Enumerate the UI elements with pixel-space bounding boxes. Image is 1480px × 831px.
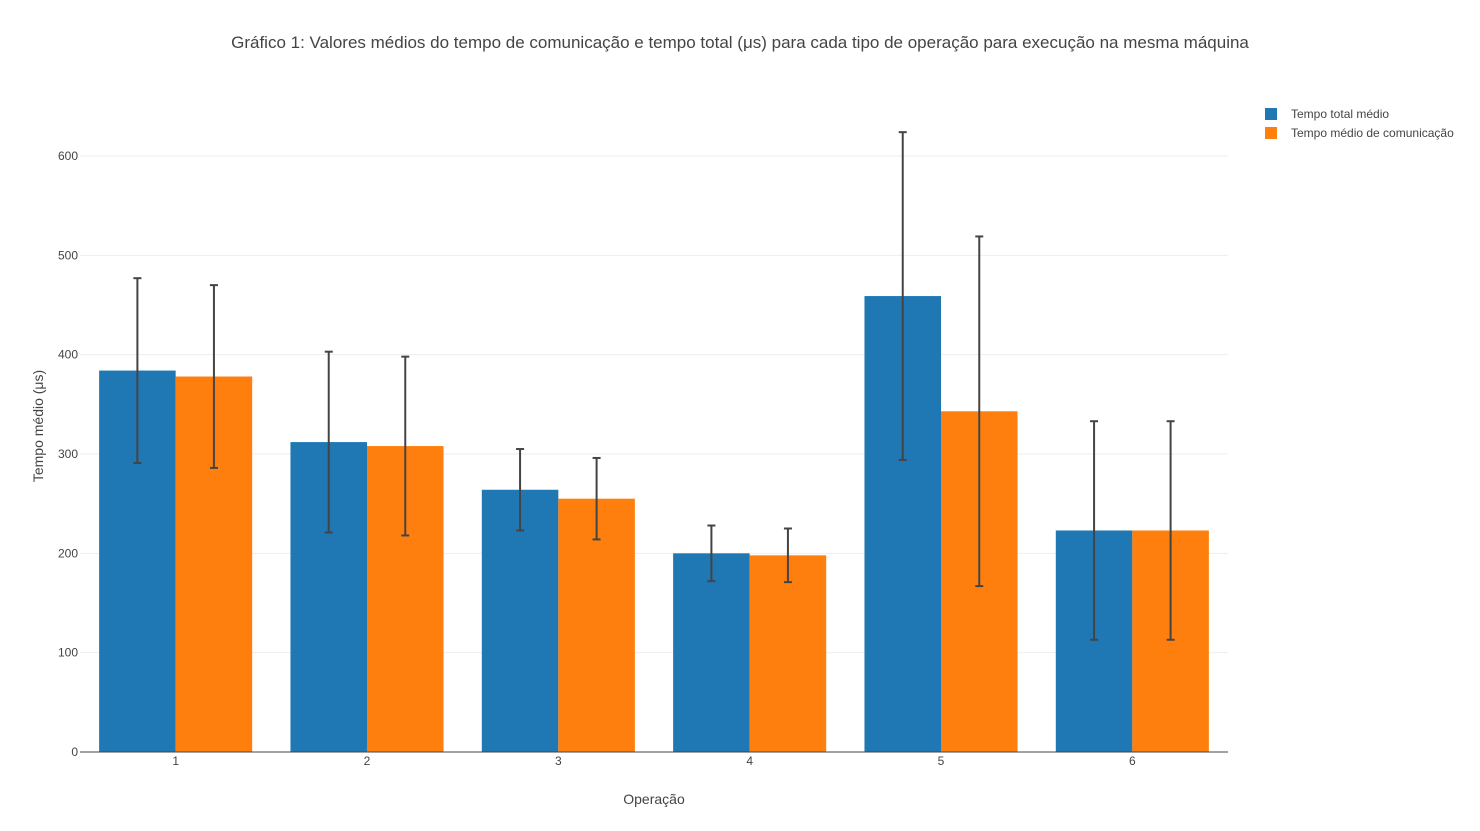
y-tick-label: 500 bbox=[58, 248, 78, 262]
legend[interactable]: Tempo total médio Tempo médio de comunica… bbox=[1265, 107, 1454, 140]
axes: 0 100 200 300 400 500 600 1 2 3 4 5 6 bbox=[58, 149, 1228, 768]
bar bbox=[558, 498, 635, 752]
x-tick-label: 1 bbox=[172, 754, 179, 768]
gridlines bbox=[80, 155, 1228, 654]
x-tick-label: 3 bbox=[555, 754, 562, 768]
legend-label: Tempo médio de comunicação bbox=[1291, 126, 1454, 140]
bar bbox=[673, 553, 750, 752]
x-axis-title: Operação bbox=[623, 791, 685, 807]
chart-title: Gráfico 1: Valores médios do tempo de co… bbox=[231, 33, 1249, 52]
y-axis-title: Tempo médio (μs) bbox=[30, 370, 46, 482]
x-tick-label: 6 bbox=[1129, 754, 1136, 768]
bar bbox=[749, 555, 827, 752]
bar bbox=[481, 489, 559, 752]
y-tick-label: 400 bbox=[58, 348, 78, 362]
x-tick-label: 5 bbox=[938, 754, 945, 768]
y-tick-label: 600 bbox=[58, 149, 78, 163]
y-tick-label: 200 bbox=[58, 546, 78, 560]
legend-label: Tempo total médio bbox=[1291, 107, 1389, 121]
x-tick-label: 4 bbox=[746, 754, 753, 768]
bars bbox=[99, 296, 1209, 752]
legend-swatch bbox=[1265, 108, 1277, 120]
y-tick-label: 300 bbox=[58, 447, 78, 461]
y-tick-label: 100 bbox=[58, 646, 78, 660]
legend-swatch bbox=[1265, 127, 1277, 139]
x-tick-label: 2 bbox=[364, 754, 371, 768]
y-tick-label: 0 bbox=[71, 745, 78, 759]
error-bars bbox=[133, 131, 1175, 641]
